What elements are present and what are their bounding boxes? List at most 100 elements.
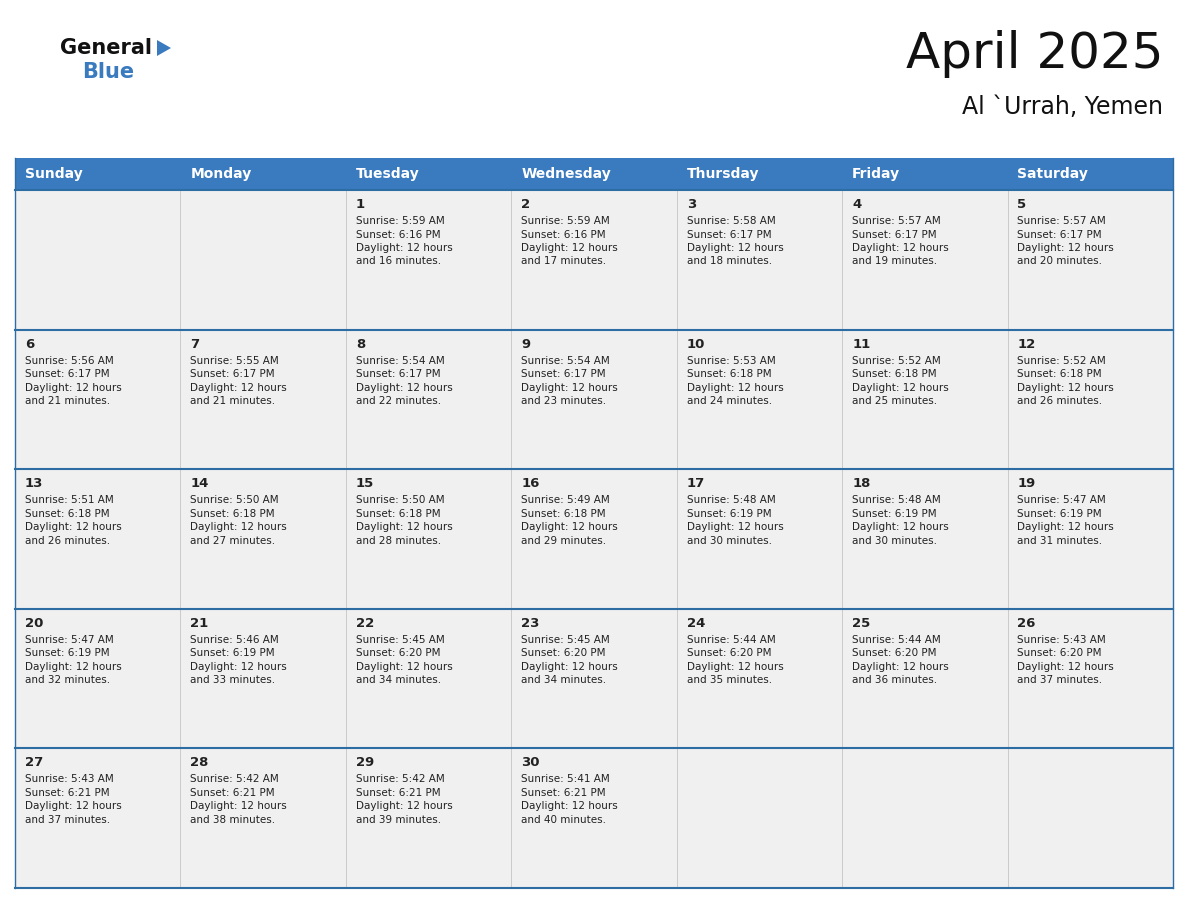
Text: 4: 4 [852,198,861,211]
Bar [181,330,346,469]
Text: and 30 minutes.: and 30 minutes. [687,536,772,545]
Text: Sunset: 6:19 PM: Sunset: 6:19 PM [852,509,936,519]
Text: Daylight: 12 hours: Daylight: 12 hours [355,383,453,393]
Text: Daylight: 12 hours: Daylight: 12 hours [355,243,453,253]
Text: and 29 minutes.: and 29 minutes. [522,536,606,545]
Text: and 31 minutes.: and 31 minutes. [1017,536,1102,545]
Text: 19: 19 [1017,477,1036,490]
Text: Daylight: 12 hours: Daylight: 12 hours [522,522,618,532]
Text: 21: 21 [190,617,209,630]
Text: Sunrise: 5:47 AM: Sunrise: 5:47 AM [25,635,114,644]
Text: and 16 minutes.: and 16 minutes. [355,256,441,266]
Text: Daylight: 12 hours: Daylight: 12 hours [522,243,618,253]
Text: Sunrise: 5:46 AM: Sunrise: 5:46 AM [190,635,279,644]
Bar [842,609,1007,748]
Bar [181,158,346,190]
Text: Sunrise: 5:41 AM: Sunrise: 5:41 AM [522,775,609,784]
Text: Sunset: 6:20 PM: Sunset: 6:20 PM [852,648,936,658]
Text: 29: 29 [355,756,374,769]
Text: and 37 minutes.: and 37 minutes. [1017,676,1102,686]
Text: Sunset: 6:18 PM: Sunset: 6:18 PM [355,509,441,519]
Text: Sunset: 6:18 PM: Sunset: 6:18 PM [522,509,606,519]
Text: General: General [61,38,152,58]
Text: Daylight: 12 hours: Daylight: 12 hours [852,383,949,393]
Text: Sunrise: 5:58 AM: Sunrise: 5:58 AM [687,216,776,226]
Text: Daylight: 12 hours: Daylight: 12 hours [687,243,783,253]
Text: 24: 24 [687,617,704,630]
Text: Sunset: 6:17 PM: Sunset: 6:17 PM [852,230,936,240]
Text: Daylight: 12 hours: Daylight: 12 hours [1017,383,1114,393]
Bar [346,158,511,190]
Text: April 2025: April 2025 [905,30,1163,78]
Text: Daylight: 12 hours: Daylight: 12 hours [687,383,783,393]
Bar [842,330,1007,469]
Text: and 24 minutes.: and 24 minutes. [687,396,772,406]
Text: and 17 minutes.: and 17 minutes. [522,256,606,266]
Text: Wednesday: Wednesday [522,167,611,181]
Text: and 32 minutes.: and 32 minutes. [25,676,110,686]
Text: and 30 minutes.: and 30 minutes. [852,536,937,545]
Text: Sunrise: 5:47 AM: Sunrise: 5:47 AM [1017,495,1106,505]
Text: Sunset: 6:20 PM: Sunset: 6:20 PM [687,648,771,658]
Text: Daylight: 12 hours: Daylight: 12 hours [355,801,453,812]
Text: Sunrise: 5:57 AM: Sunrise: 5:57 AM [852,216,941,226]
Text: Sunrise: 5:54 AM: Sunrise: 5:54 AM [355,355,444,365]
Text: 27: 27 [25,756,43,769]
Bar [511,190,677,330]
Polygon shape [157,40,171,56]
Text: and 38 minutes.: and 38 minutes. [190,815,276,825]
Text: Daylight: 12 hours: Daylight: 12 hours [25,383,121,393]
Bar [511,469,677,609]
Bar [346,748,511,888]
Text: 1: 1 [355,198,365,211]
Text: 17: 17 [687,477,704,490]
Text: Sunset: 6:19 PM: Sunset: 6:19 PM [687,509,771,519]
Text: 7: 7 [190,338,200,351]
Bar [181,748,346,888]
Text: and 23 minutes.: and 23 minutes. [522,396,606,406]
Text: Sunset: 6:16 PM: Sunset: 6:16 PM [522,230,606,240]
Text: and 36 minutes.: and 36 minutes. [852,676,937,686]
Bar [511,158,677,190]
Bar [677,190,842,330]
Text: 13: 13 [25,477,43,490]
Text: Sunset: 6:19 PM: Sunset: 6:19 PM [1017,509,1102,519]
Bar [346,609,511,748]
Text: 2: 2 [522,198,530,211]
Text: Daylight: 12 hours: Daylight: 12 hours [355,662,453,672]
Text: Sunrise: 5:49 AM: Sunrise: 5:49 AM [522,495,609,505]
Bar [1007,469,1173,609]
Text: Sunset: 6:17 PM: Sunset: 6:17 PM [522,369,606,379]
Text: Sunrise: 5:43 AM: Sunrise: 5:43 AM [1017,635,1106,644]
Bar [842,748,1007,888]
Text: Sunset: 6:16 PM: Sunset: 6:16 PM [355,230,441,240]
Bar [1007,609,1173,748]
Text: 5: 5 [1017,198,1026,211]
Bar [181,190,346,330]
Bar [15,469,181,609]
Bar [15,609,181,748]
Text: Sunset: 6:21 PM: Sunset: 6:21 PM [355,788,441,798]
Text: Sunrise: 5:43 AM: Sunrise: 5:43 AM [25,775,114,784]
Text: and 20 minutes.: and 20 minutes. [1017,256,1102,266]
Text: and 26 minutes.: and 26 minutes. [1017,396,1102,406]
Text: Sunset: 6:18 PM: Sunset: 6:18 PM [687,369,771,379]
Text: Daylight: 12 hours: Daylight: 12 hours [852,243,949,253]
Text: Sunset: 6:21 PM: Sunset: 6:21 PM [25,788,109,798]
Text: Sunrise: 5:44 AM: Sunrise: 5:44 AM [687,635,776,644]
Text: 30: 30 [522,756,539,769]
Text: Al `Urrah, Yemen: Al `Urrah, Yemen [962,95,1163,119]
Text: Sunset: 6:20 PM: Sunset: 6:20 PM [355,648,441,658]
Text: Sunset: 6:18 PM: Sunset: 6:18 PM [190,509,274,519]
Text: Sunrise: 5:59 AM: Sunrise: 5:59 AM [355,216,444,226]
Text: and 37 minutes.: and 37 minutes. [25,815,110,825]
Text: and 19 minutes.: and 19 minutes. [852,256,937,266]
Bar [511,609,677,748]
Text: Daylight: 12 hours: Daylight: 12 hours [522,662,618,672]
Text: Sunrise: 5:51 AM: Sunrise: 5:51 AM [25,495,114,505]
Text: Sunrise: 5:57 AM: Sunrise: 5:57 AM [1017,216,1106,226]
Text: Daylight: 12 hours: Daylight: 12 hours [852,662,949,672]
Bar [1007,748,1173,888]
Text: Daylight: 12 hours: Daylight: 12 hours [25,662,121,672]
Text: Daylight: 12 hours: Daylight: 12 hours [522,801,618,812]
